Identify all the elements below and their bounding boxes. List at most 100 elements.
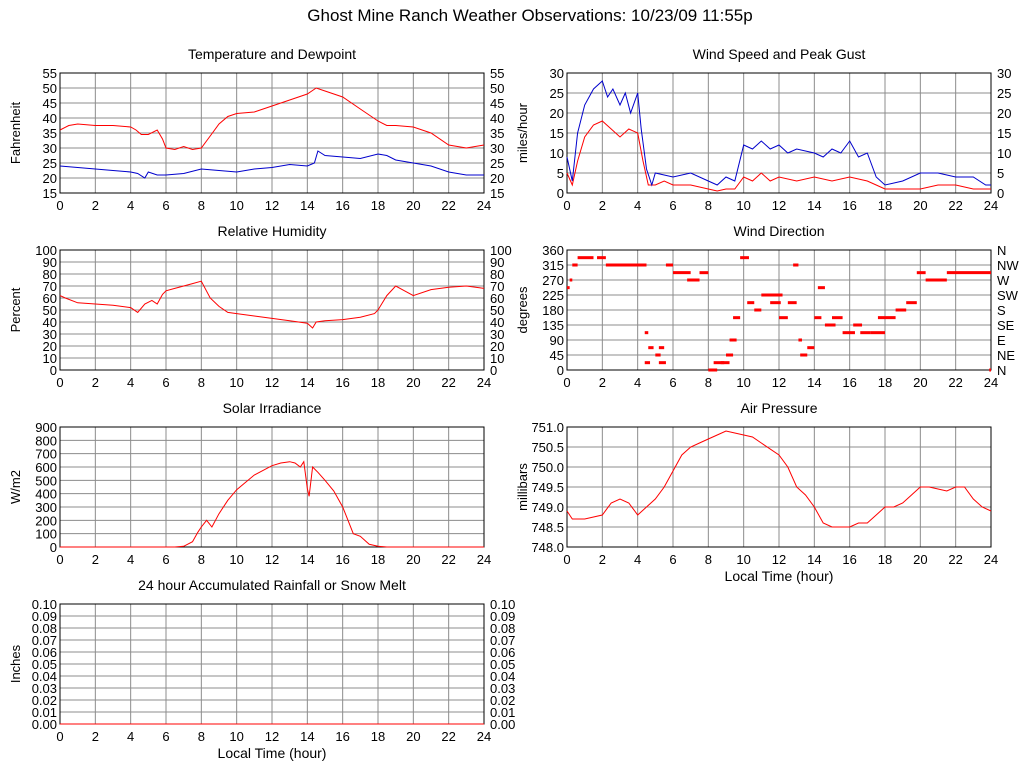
right-y-tick-label: 60 xyxy=(490,291,504,306)
y-tick-label: 70 xyxy=(43,279,57,294)
y-tick-label: 600 xyxy=(35,460,57,475)
right-y-tick-label: 0.06 xyxy=(490,645,515,660)
y-tick-label: 0 xyxy=(50,540,57,555)
x-tick-label: 20 xyxy=(913,375,927,390)
x-tick-label: 0 xyxy=(563,375,570,390)
y-axis-label: Fahrenheit xyxy=(8,102,23,165)
x-tick-label: 6 xyxy=(669,198,676,213)
y-tick-label: 10 xyxy=(43,351,57,366)
y-tick-label: 50 xyxy=(43,303,57,318)
right-y-tick-label: NE xyxy=(997,348,1015,363)
y-axis-label: miles/hour xyxy=(515,102,530,163)
x-tick-label: 4 xyxy=(127,375,134,390)
page-title: Ghost Mine Ranch Weather Observations: 1… xyxy=(307,6,753,25)
right-y-tick-label: 55 xyxy=(490,66,504,81)
plot-frame xyxy=(59,72,485,194)
x-tick-label: 20 xyxy=(406,729,420,744)
right-y-tick-label: SE xyxy=(997,318,1015,333)
y-tick-label: 0.04 xyxy=(32,669,57,684)
y-tick-label: 225 xyxy=(542,288,564,303)
y-tick-label: 10 xyxy=(550,146,564,161)
right-y-tick-label: SW xyxy=(997,288,1019,303)
x-tick-label: 24 xyxy=(984,552,998,567)
y-axis-label: Percent xyxy=(8,287,23,332)
x-tick-label: 10 xyxy=(229,375,243,390)
y-tick-label: 30 xyxy=(43,327,57,342)
x-tick-label: 8 xyxy=(198,729,205,744)
right-y-tick-label: 15 xyxy=(490,186,504,201)
x-tick-label: 24 xyxy=(984,375,998,390)
x-tick-label: 2 xyxy=(92,375,99,390)
right-y-tick-label: 0.04 xyxy=(490,669,515,684)
right-y-tick-label: 0.07 xyxy=(490,633,515,648)
chart-title: Solar Irradiance xyxy=(223,400,322,416)
series-line-1 xyxy=(566,120,991,192)
series-line-1 xyxy=(59,87,485,151)
x-tick-label: 6 xyxy=(162,552,169,567)
y-tick-label: 400 xyxy=(35,487,57,502)
x-tick-label: 12 xyxy=(772,198,786,213)
x-tick-label: 10 xyxy=(736,198,750,213)
right-y-tick-label: 20 xyxy=(490,171,504,186)
x-tick-label: 2 xyxy=(599,552,606,567)
right-y-tick-label: 50 xyxy=(490,303,504,318)
right-y-tick-label: 0.01 xyxy=(490,705,515,720)
y-axis-label: millibars xyxy=(515,463,530,511)
y-tick-label: 40 xyxy=(43,111,57,126)
x-tick-label: 14 xyxy=(300,375,314,390)
y-tick-label: 55 xyxy=(43,66,57,81)
x-tick-label: 2 xyxy=(92,198,99,213)
x-tick-label: 8 xyxy=(705,375,712,390)
right-y-tick-label: S xyxy=(997,303,1006,318)
x-tick-label: 20 xyxy=(913,552,927,567)
y-tick-label: 0.09 xyxy=(32,609,57,624)
y-tick-label: 180 xyxy=(542,303,564,318)
x-tick-label: 2 xyxy=(599,198,606,213)
x-tick-label: 24 xyxy=(477,198,491,213)
chart-title: Wind Speed and Peak Gust xyxy=(693,46,866,62)
right-y-tick-label: 50 xyxy=(490,81,504,96)
x-tick-label: 16 xyxy=(335,198,349,213)
y-tick-label: 0.01 xyxy=(32,705,57,720)
y-tick-label: 200 xyxy=(35,513,57,528)
y-tick-label: 748.5 xyxy=(531,520,564,535)
right-y-tick-label: 0.10 xyxy=(490,597,515,612)
right-y-tick-label: 10 xyxy=(997,146,1011,161)
x-tick-label: 8 xyxy=(198,198,205,213)
x-tick-label: 24 xyxy=(477,375,491,390)
right-y-tick-label: 30 xyxy=(490,141,504,156)
y-tick-label: 25 xyxy=(550,86,564,101)
x-tick-label: 22 xyxy=(948,552,962,567)
y-tick-label: 500 xyxy=(35,473,57,488)
right-y-tick-label: 45 xyxy=(490,96,504,111)
x-tick-label: 16 xyxy=(842,375,856,390)
y-tick-label: 35 xyxy=(43,126,57,141)
x-tick-label: 6 xyxy=(669,375,676,390)
right-y-tick-label: NW xyxy=(997,258,1019,273)
y-tick-label: 40 xyxy=(43,315,57,330)
y-tick-label: 270 xyxy=(542,273,564,288)
x-tick-label: 22 xyxy=(948,198,962,213)
chart-title: Relative Humidity xyxy=(218,223,327,239)
x-tick-label: 20 xyxy=(913,198,927,213)
x-tick-label: 12 xyxy=(265,729,279,744)
x-tick-label: 22 xyxy=(441,729,455,744)
right-y-tick-label: 30 xyxy=(490,327,504,342)
y-tick-label: 60 xyxy=(43,291,57,306)
y-tick-label: 100 xyxy=(35,243,57,258)
chart-title: Air Pressure xyxy=(740,400,817,416)
x-tick-label: 16 xyxy=(335,729,349,744)
y-tick-label: 30 xyxy=(43,141,57,156)
x-axis-label: Local Time (hour) xyxy=(725,568,834,584)
right-y-tick-label: 100 xyxy=(490,243,512,258)
x-tick-label: 0 xyxy=(56,552,63,567)
x-tick-label: 24 xyxy=(477,552,491,567)
x-tick-label: 18 xyxy=(878,552,892,567)
x-tick-label: 22 xyxy=(441,375,455,390)
x-tick-label: 14 xyxy=(300,552,314,567)
y-tick-label: 0.00 xyxy=(32,717,57,732)
x-tick-label: 10 xyxy=(736,375,750,390)
chart-title: Temperature and Dewpoint xyxy=(188,46,356,62)
